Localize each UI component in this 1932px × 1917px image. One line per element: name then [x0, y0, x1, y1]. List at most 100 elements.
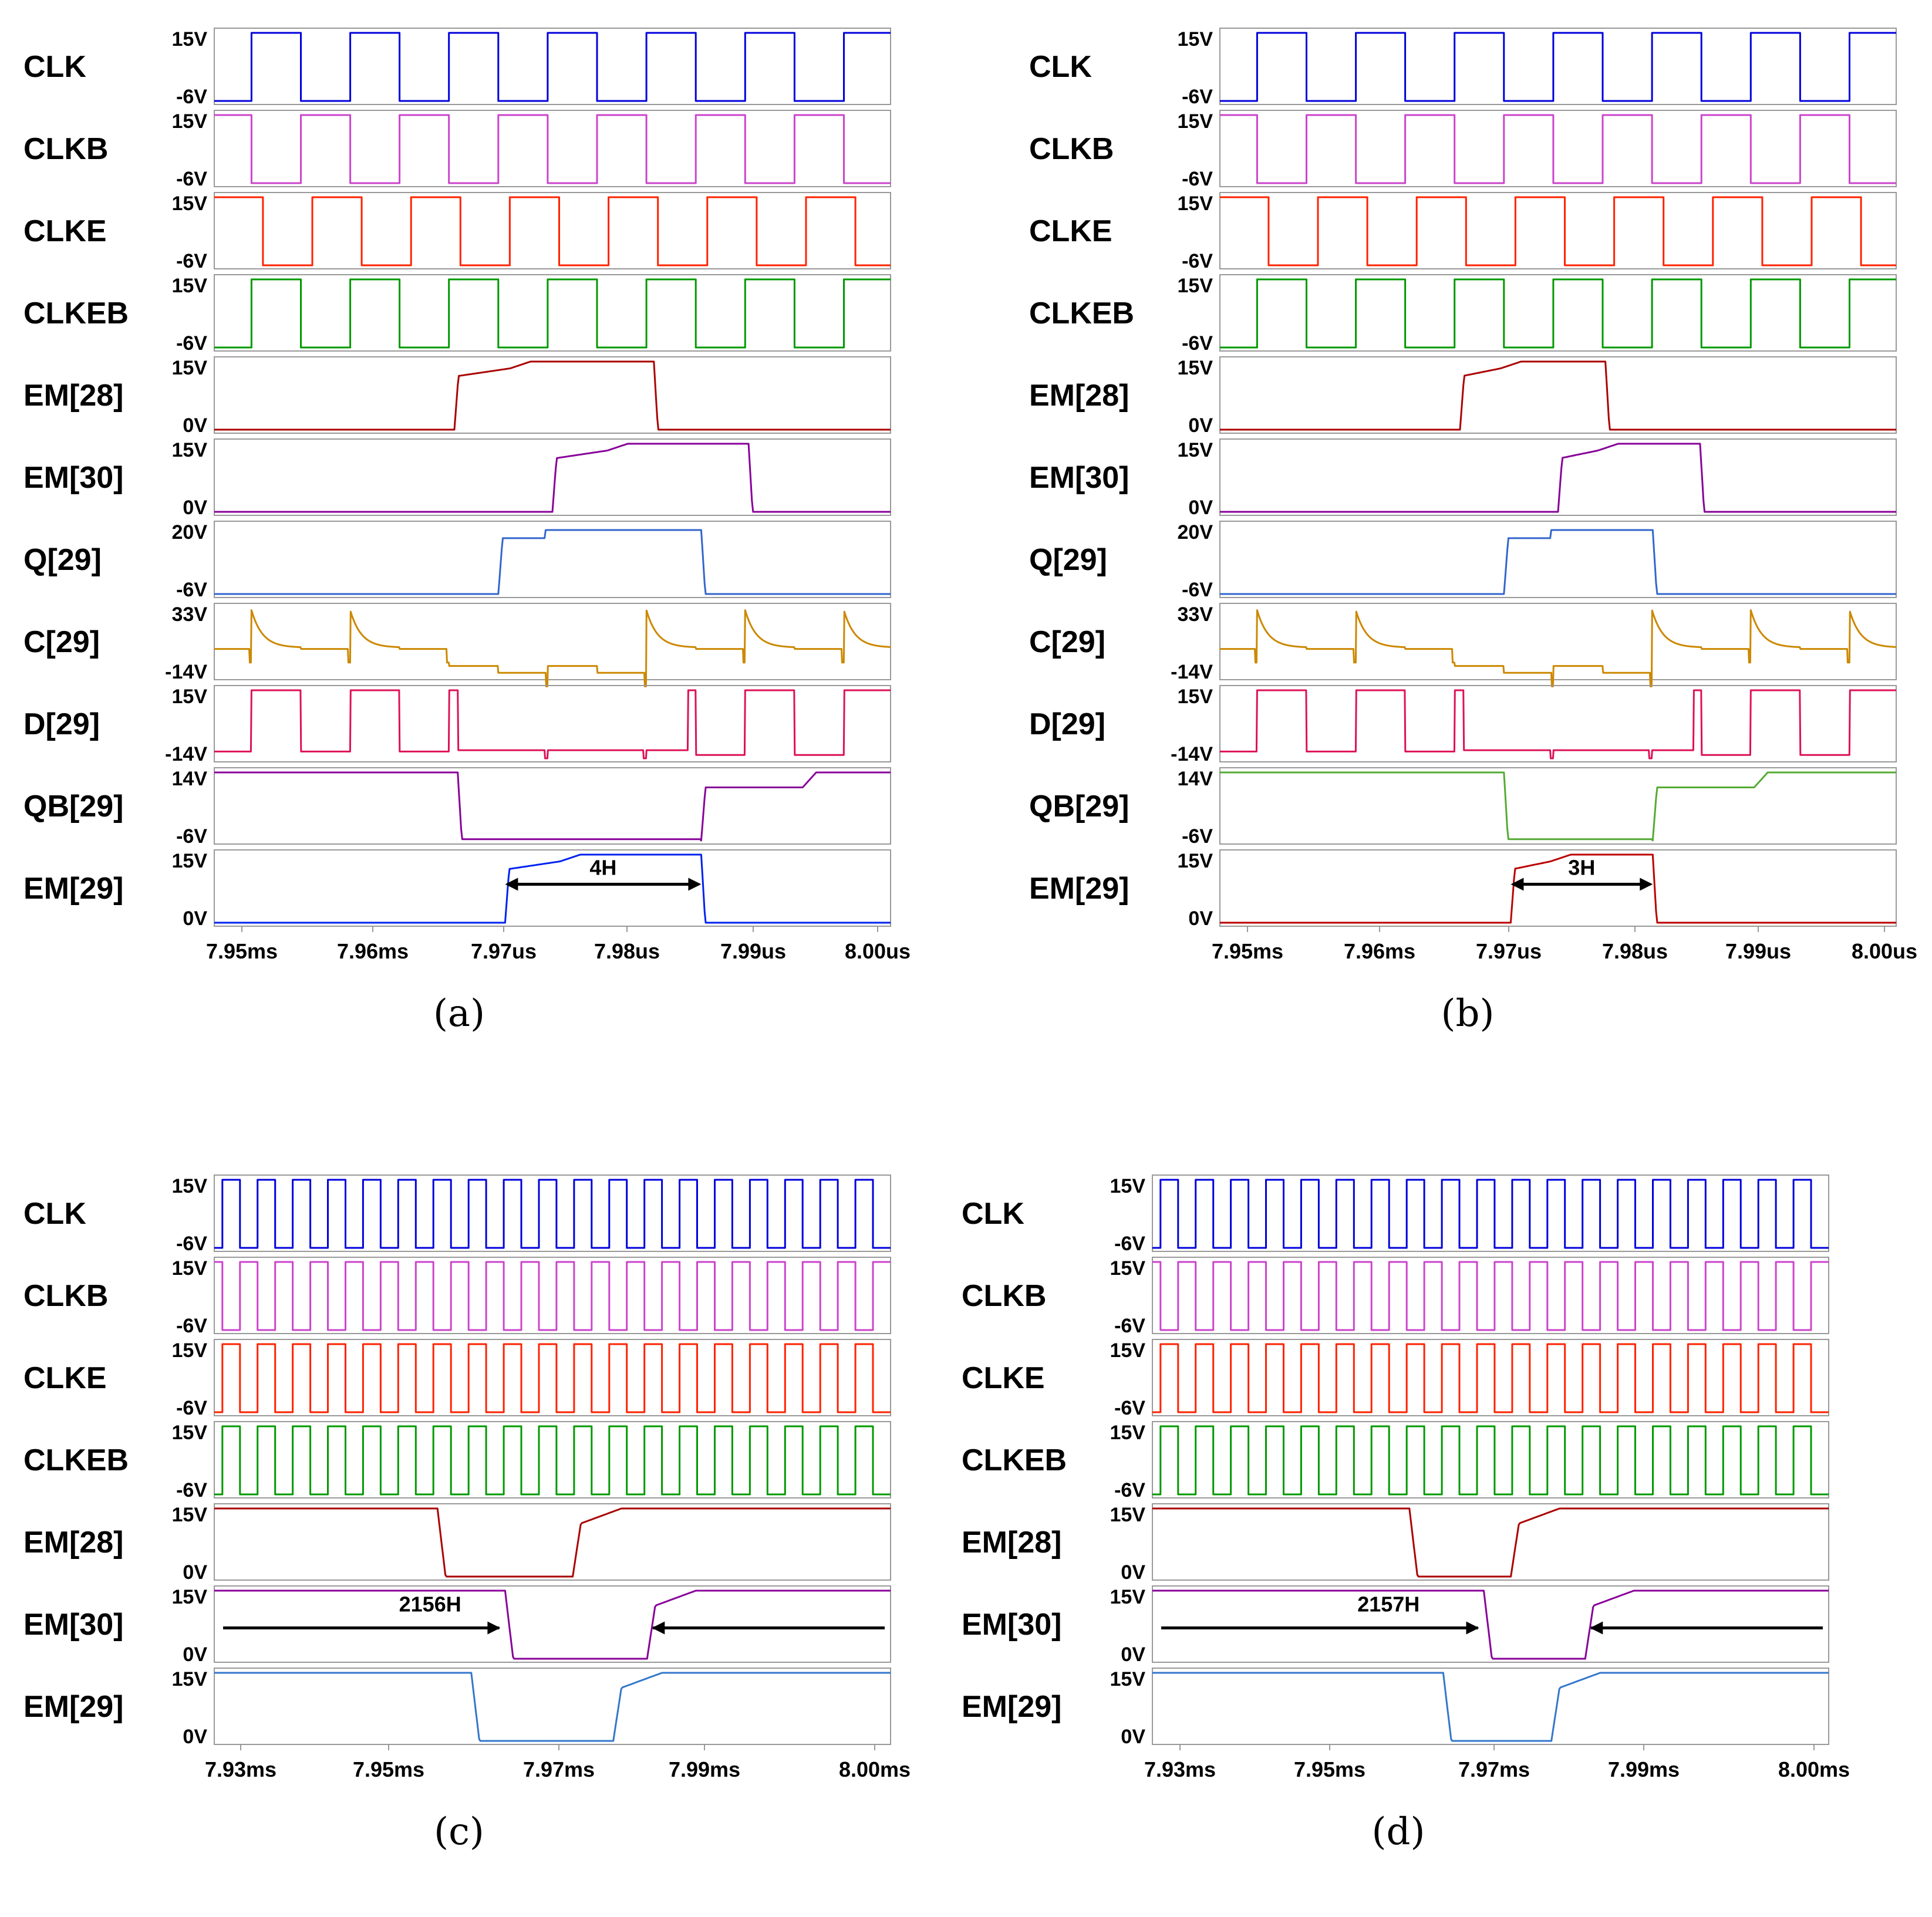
- vmin-label: -14V: [165, 661, 207, 683]
- waveform-clkb: [1152, 1261, 1829, 1331]
- signal-row-clkeb: CLKEB 15V -6V: [1029, 274, 1897, 355]
- x-tick-label: 7.98us: [594, 939, 660, 963]
- plot-frame: [214, 685, 891, 762]
- vmin-label: -6V: [1114, 1233, 1145, 1255]
- signal-label: EM[30]: [962, 1608, 1061, 1642]
- signal-row-c29: C[29] 33V -14V: [23, 603, 891, 687]
- vmin-label: -6V: [176, 1479, 207, 1501]
- signal-row-clkeb: CLKEB 15V -6V: [23, 1421, 891, 1501]
- signal-label: QB[29]: [1029, 789, 1129, 824]
- signal-row-d29: D[29] 15V -14V: [23, 685, 891, 765]
- signal-label: CLKEB: [23, 296, 129, 330]
- signal-row-em29: EM[29] 15V 0V: [23, 1668, 891, 1748]
- plot-frame: [1219, 356, 1897, 434]
- signal-row-em30: EM[30] 15V 0V: [23, 438, 891, 519]
- vmin-label: -14V: [1171, 661, 1213, 683]
- signal-label: EM[28]: [23, 379, 123, 413]
- waveform-clkeb: [1152, 1425, 1829, 1496]
- vmin-label: -6V: [1182, 86, 1213, 108]
- vmax-label: 15V: [172, 850, 208, 872]
- signal-label: EM[29]: [23, 872, 123, 906]
- vmin-label: 0V: [1121, 1643, 1145, 1666]
- plot-frame: [214, 849, 891, 927]
- panel-caption: (c): [434, 1810, 484, 1854]
- vmax-label: 15V: [172, 357, 208, 379]
- waveform-clk: [214, 1179, 891, 1249]
- plot-frame: [1152, 1421, 1829, 1499]
- signal-row-clkeb: CLKEB 15V -6V: [23, 274, 891, 355]
- panel-caption: (b): [1441, 992, 1495, 1035]
- vmax-label: 15V: [1178, 193, 1213, 215]
- signal-row-em28: EM[28] 15V 0V: [962, 1503, 1829, 1584]
- plot-frame: [1152, 1503, 1829, 1581]
- plot-frame: [214, 1503, 891, 1581]
- waveform-clkeb: [214, 1425, 891, 1496]
- waveform-em28: [214, 1507, 891, 1578]
- signal-row-clke: CLKE 15V -6V: [962, 1339, 1829, 1419]
- signal-row-em28: EM[28] 15V 0V: [23, 1503, 891, 1584]
- signal-label: D[29]: [23, 707, 100, 741]
- signal-row-clk: CLK 15V -6V: [23, 28, 891, 108]
- plot-frame: [214, 356, 891, 434]
- vmax-label: 15V: [172, 1586, 208, 1608]
- waveform-clke: [1220, 196, 1896, 266]
- x-tick-label: 8.00ms: [1778, 1757, 1850, 1781]
- panel-d: CLK15V-6VCLKB15V-6VCLKE15V-6VCLKEB15V-6V…: [962, 1174, 1850, 1854]
- vmin-label: -6V: [176, 825, 207, 848]
- signal-label: EM[29]: [962, 1690, 1061, 1724]
- signal-row-q29: Q[29] 20V -6V: [23, 521, 891, 601]
- signal-label: Q[29]: [1029, 543, 1107, 577]
- arrow-head-right: [1640, 878, 1653, 891]
- plot-frame: [214, 767, 891, 845]
- vmax-label: 33V: [1178, 603, 1213, 626]
- plot-frame: [214, 28, 891, 105]
- plot-frame: [1152, 1339, 1829, 1416]
- signal-row-clke: CLKE 15V -6V: [23, 192, 891, 272]
- arrow-head-right: [688, 878, 702, 891]
- x-tick-label: 7.97ms: [523, 1757, 595, 1781]
- signal-row-em29: EM[29] 15V 0V 4H: [23, 849, 891, 930]
- vmin-label: -6V: [176, 1315, 207, 1337]
- vmin-label: -6V: [1182, 579, 1213, 601]
- vmin-label: 0V: [1188, 497, 1213, 519]
- signal-row-clkb: CLKB 15V -6V: [23, 1257, 891, 1337]
- signal-label: EM[28]: [23, 1526, 123, 1560]
- vmin-label: -6V: [1182, 332, 1213, 355]
- x-tick-label: 7.95ms: [1212, 939, 1283, 963]
- x-tick-label: 7.98us: [1602, 939, 1668, 963]
- plot-frame: [1219, 274, 1897, 352]
- signal-row-em28: EM[28] 15V 0V: [1029, 356, 1897, 437]
- vmax-label: 15V: [172, 275, 208, 297]
- vmax-label: 15V: [1110, 1586, 1146, 1608]
- vmax-label: 14V: [1178, 768, 1213, 790]
- signal-row-clkb: CLKB 15V -6V: [1029, 110, 1897, 190]
- vmin-label: 0V: [183, 907, 207, 930]
- signal-row-em28: EM[28] 15V 0V: [23, 356, 891, 437]
- vmin-label: 0V: [1121, 1726, 1145, 1748]
- signal-label: EM[29]: [1029, 872, 1129, 906]
- plot-frame: [1219, 110, 1897, 187]
- plot-frame: [1219, 603, 1897, 680]
- vmax-label: 15V: [1178, 850, 1213, 872]
- x-tick-label: 7.95ms: [1294, 1757, 1365, 1781]
- vmax-label: 15V: [1110, 1504, 1146, 1526]
- signal-row-qb29: QB[29] 14V -6V: [23, 767, 891, 848]
- plot-frame: [214, 521, 891, 598]
- vmax-label: 15V: [172, 110, 208, 133]
- vmax-label: 15V: [1178, 357, 1213, 379]
- signal-label: EM[30]: [1029, 461, 1129, 495]
- vmin-label: -6V: [176, 579, 207, 601]
- vmax-label: 15V: [1110, 1175, 1146, 1197]
- signal-label: EM[30]: [23, 461, 123, 495]
- waveform-em28: [214, 360, 891, 431]
- signal-label: Q[29]: [23, 543, 102, 577]
- waveform-clk: [214, 32, 891, 102]
- panel-c: CLK15V-6VCLKB15V-6VCLKE15V-6VCLKEB15V-6V…: [23, 1174, 911, 1854]
- waveform-em30: [214, 1589, 891, 1660]
- duration-label: 4H: [589, 856, 616, 880]
- plot-frame: [1152, 1585, 1829, 1663]
- waveform-clkeb: [1220, 278, 1896, 349]
- plot-frame: [1219, 685, 1897, 762]
- signal-label: CLKB: [23, 1279, 108, 1313]
